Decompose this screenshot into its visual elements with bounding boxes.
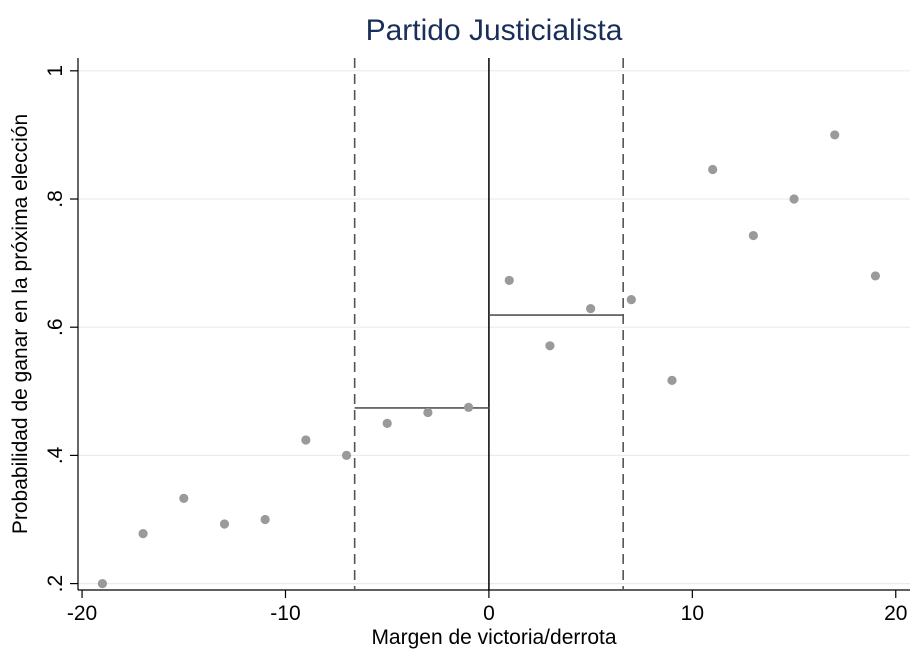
scatter-point <box>179 493 189 503</box>
scatter-point <box>219 519 230 529</box>
scatter-point <box>830 130 840 140</box>
y-tick-label: .2 <box>44 575 67 593</box>
chart-title: Partido Justicialista <box>366 14 623 47</box>
x-tick-label: 0 <box>483 602 495 625</box>
x-tick-label: 20 <box>884 602 907 625</box>
scatter-point <box>382 418 392 428</box>
scatter-point <box>341 450 352 460</box>
scatter-points <box>97 130 881 589</box>
y-tick-label: 1 <box>44 65 67 77</box>
y-tick-label: .4 <box>44 446 67 464</box>
y-tick-label: .6 <box>44 318 67 336</box>
scatter-point <box>586 304 596 314</box>
x-tick-label: -20 <box>67 602 97 625</box>
scatter-point <box>504 275 514 286</box>
scatter-point <box>463 402 474 412</box>
scatter-point <box>423 407 433 418</box>
reference-lines <box>353 58 624 590</box>
scatter-point <box>667 375 677 386</box>
scatter-point <box>708 164 718 175</box>
scatter-point <box>260 514 270 525</box>
y-axis-ticks: .2 .4 .6 .8 1 <box>44 65 78 592</box>
scatter-point <box>545 341 555 351</box>
y-axis-title: Probabilidad de ganar en la próxima elec… <box>9 114 32 534</box>
scatter-point <box>870 271 881 281</box>
x-tick-label: -10 <box>270 602 300 625</box>
x-axis-title: Margen de victoria/derrota <box>371 626 616 649</box>
y-gridlines <box>78 70 910 585</box>
scatter-point <box>748 230 758 241</box>
x-axis-ticks: -20 -10 0 10 20 <box>67 590 907 625</box>
scatter-point <box>626 295 636 305</box>
y-tick-label: .8 <box>44 190 67 208</box>
x-tick-label: 10 <box>681 602 704 625</box>
scatter-point <box>301 435 311 445</box>
scatter-point <box>138 528 148 539</box>
scatter-point <box>789 194 799 204</box>
scatter-point <box>97 578 108 589</box>
